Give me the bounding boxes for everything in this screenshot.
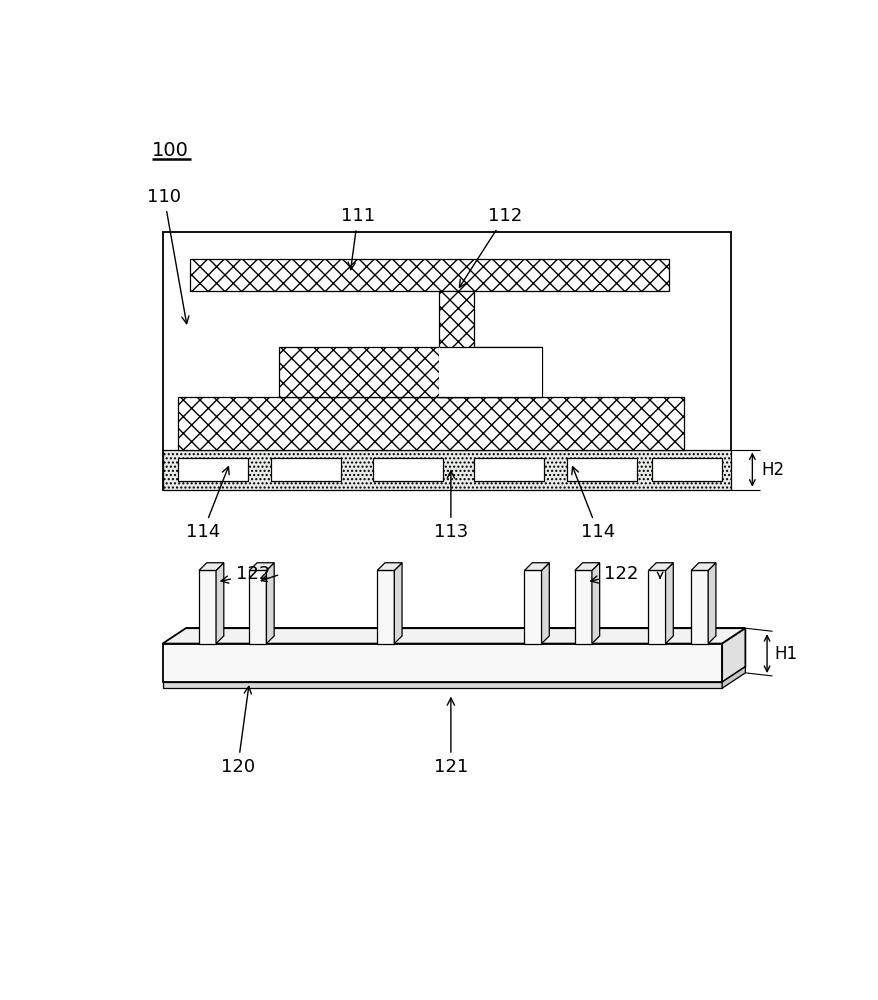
Polygon shape — [690, 563, 715, 570]
Bar — [249, 570, 266, 644]
Text: 114: 114 — [185, 467, 229, 541]
Polygon shape — [708, 563, 715, 644]
Polygon shape — [249, 563, 274, 570]
Text: 120: 120 — [220, 686, 255, 776]
Polygon shape — [162, 628, 745, 644]
Polygon shape — [216, 563, 224, 644]
Text: 112: 112 — [459, 207, 522, 287]
Bar — [178, 397, 683, 450]
Polygon shape — [377, 563, 401, 570]
Bar — [690, 570, 708, 644]
Bar — [574, 570, 591, 644]
Polygon shape — [162, 682, 722, 688]
Polygon shape — [266, 563, 274, 644]
Text: 113: 113 — [433, 471, 467, 541]
Bar — [439, 291, 473, 397]
Text: 121: 121 — [433, 698, 467, 776]
Text: 111: 111 — [341, 207, 375, 270]
Bar — [373, 458, 443, 481]
Text: 122: 122 — [590, 565, 637, 583]
Polygon shape — [665, 563, 673, 644]
Polygon shape — [162, 644, 722, 682]
Bar — [178, 458, 248, 481]
Polygon shape — [648, 563, 673, 570]
Text: 114: 114 — [572, 467, 615, 541]
Polygon shape — [722, 667, 745, 688]
Bar — [278, 347, 542, 397]
Text: H2: H2 — [760, 461, 784, 479]
Bar — [651, 458, 722, 481]
Polygon shape — [198, 563, 224, 570]
Bar — [377, 570, 394, 644]
Polygon shape — [591, 563, 599, 644]
Text: H1: H1 — [774, 645, 797, 663]
Bar — [270, 458, 341, 481]
Text: 122: 122 — [220, 565, 270, 583]
Bar — [191, 259, 669, 291]
Bar — [648, 570, 665, 644]
Polygon shape — [722, 628, 745, 682]
Bar — [439, 347, 542, 397]
Text: 110: 110 — [147, 188, 189, 324]
Bar — [566, 458, 637, 481]
Polygon shape — [394, 563, 401, 644]
Polygon shape — [574, 563, 599, 570]
Bar — [162, 232, 730, 490]
Polygon shape — [541, 563, 549, 644]
Polygon shape — [524, 563, 549, 570]
Bar — [473, 458, 543, 481]
Bar — [198, 570, 216, 644]
Bar — [524, 570, 541, 644]
Bar — [162, 450, 730, 490]
Text: 100: 100 — [152, 141, 189, 160]
